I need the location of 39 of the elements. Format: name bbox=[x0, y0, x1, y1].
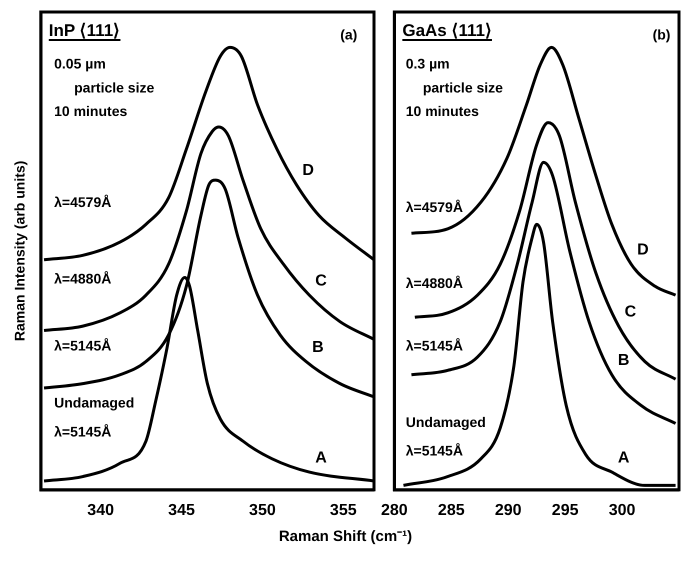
text: (b) bbox=[652, 26, 670, 43]
series-label: D bbox=[302, 162, 314, 179]
x-axis-title: Raman Shift (cm⁻¹) bbox=[278, 527, 414, 545]
series-label: A bbox=[618, 450, 630, 467]
y-axis-title: Raman Intensity (arb units) bbox=[11, 160, 28, 342]
series-label: B bbox=[312, 338, 324, 356]
x-tick-label: 290 bbox=[494, 502, 522, 519]
annotation: λ=4880Å bbox=[54, 270, 112, 286]
annotation: 10 minutes bbox=[54, 103, 128, 120]
series-label: A bbox=[315, 450, 328, 467]
x-tick-label: 350 bbox=[249, 502, 276, 519]
series-label: B bbox=[618, 352, 630, 370]
annotation: Undamaged bbox=[54, 394, 134, 411]
annotation: λ=4579Å bbox=[54, 194, 112, 210]
x-tick-label: 295 bbox=[552, 502, 579, 519]
annotation: λ=4579Å bbox=[406, 198, 463, 215]
annotation: λ=4880Å bbox=[406, 275, 463, 292]
x-tick-label: 285 bbox=[438, 502, 465, 519]
annotation: λ=5145Å bbox=[406, 337, 463, 354]
x-tick-label: 280 bbox=[380, 502, 408, 519]
series-label: C bbox=[315, 272, 328, 290]
annotation: 0.3 µm bbox=[406, 55, 450, 72]
annotation: particle size bbox=[422, 79, 504, 96]
annotation: λ=5145Å bbox=[54, 423, 112, 440]
x-tick-label: 355 bbox=[330, 502, 357, 519]
x-tick-label: 300 bbox=[608, 502, 636, 519]
annotation: λ=5145Å bbox=[406, 442, 463, 458]
series-label: D bbox=[637, 242, 649, 259]
x-tick-label: 345 bbox=[168, 502, 195, 519]
x-tick-label: 340 bbox=[87, 502, 114, 519]
annotation: 0.05 µm bbox=[54, 55, 106, 72]
text: (a) bbox=[340, 26, 358, 43]
annotation: λ=5145Å bbox=[54, 337, 112, 354]
chart-title: InP ⟨111⟩ bbox=[48, 21, 120, 40]
annotation: 10 minutes bbox=[406, 103, 480, 120]
chart-title: GaAs ⟨111⟩ bbox=[402, 21, 492, 40]
series-label: C bbox=[624, 304, 637, 321]
annotation: particle size bbox=[74, 79, 154, 96]
annotation: Undamaged bbox=[406, 414, 486, 430]
